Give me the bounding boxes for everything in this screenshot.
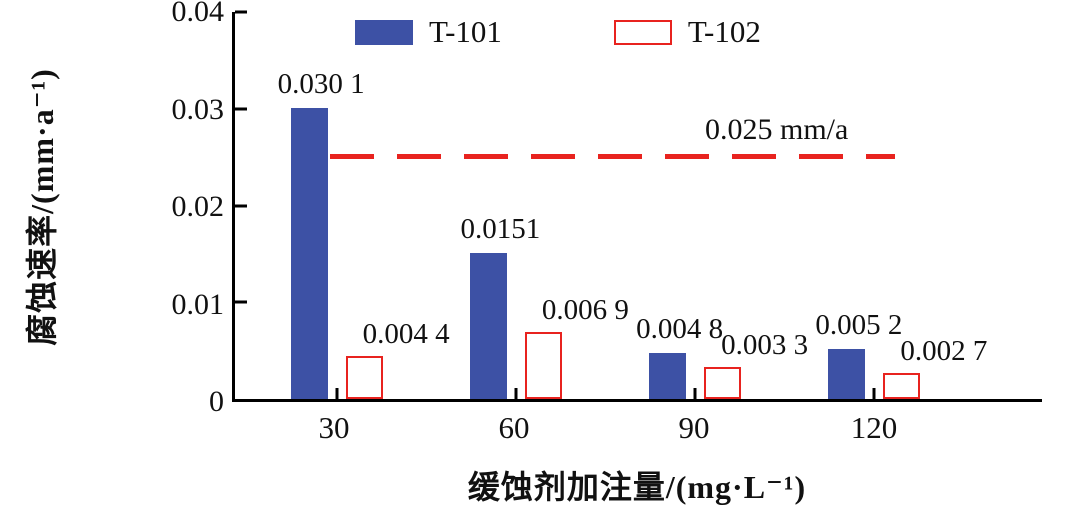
y-tick-label-0.03: 0.03 [171,92,225,126]
x-tick-mark [335,388,339,399]
y-tick-mark [235,10,247,14]
bar-t-101-90: 0.004 8 [636,313,723,399]
x-tick-label-120: 120 [850,410,898,445]
bar-t-102-60: 0.006 9 [524,294,629,399]
y-tick-mark [235,204,247,207]
bars-row: 0.030 1 0.004 4 0.0151 0.006 9 0.004 8 0.003 … [235,12,1042,399]
threshold-dashed-line [330,154,895,160]
bar-t-102-90: 0.003 3 [704,329,808,399]
bar-value-label-t-102-30: 0.004 4 [362,318,450,351]
plot-area: T-101 T-102 0.025 mm/a 0.030 1 0.004 4 0.0… [232,10,1042,402]
legend-item-t101: T-101 [355,14,502,50]
bar-t-101-30: 0.030 1 [278,68,365,399]
bar-value-label-t-101-120: 0.005 2 [815,308,903,341]
bar-t-101-60: 0.0151 [461,213,540,399]
y-tick-mark [235,107,247,111]
x-tick-label-90: 90 [678,410,710,445]
x-tick-label-60: 60 [498,410,530,445]
bar-value-label-t-102-120: 0.002 7 [900,334,988,367]
y-tick-label-0.04: 0.04 [171,0,225,28]
bar-value-label-t-101-30: 0.030 1 [277,67,365,100]
bar-t-102-120: 0.002 7 [883,335,987,399]
legend-label-t102: T-102 [687,14,761,49]
y-axis-label: 腐蚀速率/(mm·a⁻¹) [24,68,60,346]
bar-t-101-120: 0.005 2 [815,309,902,399]
legend-label-t101: T-101 [429,14,502,49]
y-tick-label-0: 0 [209,385,224,418]
x-tick-label-30: 30 [318,410,350,445]
y-tick-label-0.01: 0.01 [171,287,225,321]
bar-value-label-t-102-60: 0.006 9 [541,294,629,327]
y-axis-ticks: 0 0.01 0.02 0.03 0.04 [100,0,225,418]
x-tick-mark [514,388,518,399]
legend-swatch-t102-icon [613,19,672,45]
bar-value-label-t-101-60: 0.0151 [460,212,541,245]
bar-t-102-30: 0.004 4 [345,318,450,399]
bar-group-60: 0.0151 0.006 9 [426,12,629,399]
x-axis-label: 缓蚀剂加注量/(mg·L⁻¹) [467,469,807,505]
x-tick-mark [693,388,697,399]
y-tick-label-0.02: 0.02 [171,190,225,223]
threshold-label: 0.025 mm/a [705,113,849,147]
bar-value-label-t-102-90: 0.003 3 [721,329,809,362]
legend-item-t102: T-102 [613,14,761,50]
x-axis-ticks: 30 60 90 120 [232,410,1042,446]
legend: T-101 T-102 [355,14,761,50]
bar-group-120: 0.005 2 0.002 7 [785,12,987,399]
bar-group-90: 0.004 8 0.003 3 [606,12,808,399]
legend-swatch-t101-icon [355,19,413,45]
y-tick-mark [235,300,247,304]
x-tick-mark [872,388,876,399]
bar-group-30: 0.030 1 0.004 4 [247,12,450,399]
bar-value-label-t-101-90: 0.004 8 [636,312,724,345]
